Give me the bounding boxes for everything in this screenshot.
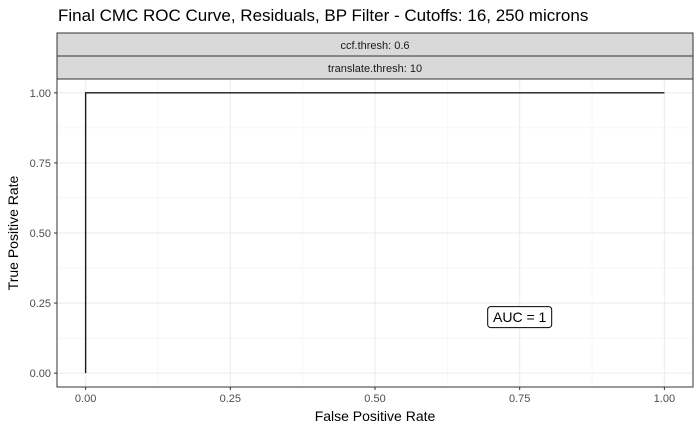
series-layer xyxy=(84,92,665,374)
facet-strip-2: translate.thresh: 10 xyxy=(56,55,694,80)
y-tick-label: 0.00 xyxy=(30,368,51,380)
facet-strip-2-label: translate.thresh: 10 xyxy=(328,63,422,75)
x-tick-label: 0.00 xyxy=(75,393,96,405)
x-tick-label: 0.75 xyxy=(509,393,530,405)
y-tick-label: 0.25 xyxy=(30,298,51,310)
chart-title: Final CMC ROC Curve, Residuals, BP Filte… xyxy=(58,6,588,25)
roc-curve-line xyxy=(84,92,665,374)
facet-strip-1: ccf.thresh: 0.6 xyxy=(56,32,694,57)
y-axis-title: True Positive Rate xyxy=(5,175,21,290)
facet-strip-1-label: ccf.thresh: 0.6 xyxy=(340,40,409,52)
auc-annotation-text: AUC = 1 xyxy=(493,309,547,325)
x-tick-label: 0.50 xyxy=(364,393,385,405)
x-axis-title: False Positive Rate xyxy=(315,408,436,424)
axes: 0.00 0.25 0.50 0.75 1.00 0.00 0.25 0.50 0.75 1.00 xyxy=(30,88,676,405)
y-tick-label: 0.50 xyxy=(30,228,51,240)
y-tick-label: 1.00 xyxy=(30,88,51,100)
y-tick-label: 0.75 xyxy=(30,158,51,170)
x-tick-label: 0.25 xyxy=(220,393,241,405)
annotation-layer: AUC = 1 xyxy=(487,306,553,329)
x-tick-label: 1.00 xyxy=(654,393,675,405)
auc-annotation-box xyxy=(487,306,553,329)
auc-annotation: AUC = 1 xyxy=(487,306,553,329)
